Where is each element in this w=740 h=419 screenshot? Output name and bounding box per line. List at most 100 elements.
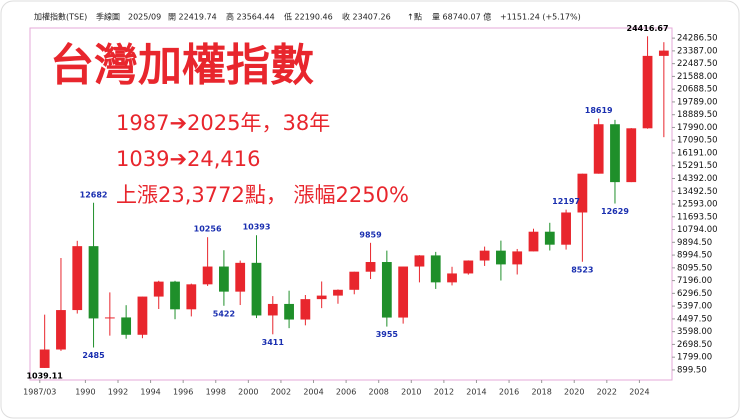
candle-body [463,260,474,274]
y-tick-label: 9894.50 [677,238,712,248]
candle-body [365,262,376,272]
candle-body [430,255,441,283]
candle-body [333,289,343,296]
candle-body [496,250,506,265]
x-tick-label: 1987/03 [23,388,56,397]
y-tick-label: 15291.50 [677,161,718,171]
candle-body [610,124,620,183]
x-tick-label: 2006 [336,388,356,397]
y-tick-label: 1799.00 [677,353,712,363]
y-tick-label: 17090.50 [677,136,718,146]
y-tick-label: 18889.50 [677,110,718,120]
header-close: 收 23407.26 [342,12,391,22]
y-tick-label: 2698.50 [677,340,712,350]
candle-body [544,231,555,245]
candle-body [104,317,115,319]
annotation: 8523 [571,265,593,274]
y-tick-label: 899.50 [677,365,707,375]
candle-body [414,255,425,267]
overlay-line: 上漲23,3772點， 漲幅2250% [116,183,409,207]
x-tick-label: 1996 [173,388,193,397]
annotation: 2485 [82,351,105,360]
annotation: 24416.67 [627,24,669,33]
x-tick-label: 2016 [499,388,519,397]
candle-body [398,266,409,318]
y-tick-label: 12593.00 [677,200,718,210]
x-tick-label: 2008 [369,388,389,397]
header-high: 高 23564.44 [226,12,275,22]
candle-body [593,124,604,174]
header-volume: 量 68740.07 億 [432,12,491,22]
y-tick-label: 4497.50 [677,314,712,324]
y-tick-label: 16191.00 [677,148,718,158]
y-tick-label: 8994.50 [677,251,712,261]
candle-body [202,266,213,285]
y-tick-label: 14392.00 [677,174,718,184]
candle-body [626,128,637,183]
candle-body [170,281,180,310]
candle-body [447,273,457,283]
candle-body [235,262,246,292]
x-tick-label: 2020 [564,388,584,397]
annotation: 10393 [243,223,271,232]
candle-body [284,303,294,320]
candle-body [561,212,571,245]
annotation: 12197 [552,197,580,206]
annotation: 3955 [376,330,399,339]
overlay-line: 1039➔24,416 [116,147,261,171]
y-tick-label: 11693.50 [677,212,718,222]
y-tick-label: 22487.50 [677,59,718,69]
x-tick-label: 1990 [75,388,95,397]
x-tick-label: 2024 [629,388,649,397]
y-tick-label: 23387.00 [677,46,718,56]
y-tick-label: 5397.00 [677,302,712,312]
annotation: 3411 [262,338,285,347]
candle-body [121,317,132,335]
candle-body [39,349,50,368]
y-tick-label: 24286.50 [677,34,718,44]
candle-body [658,50,669,56]
x-tick-label: 2012 [434,388,454,397]
x-tick-label: 1998 [206,388,226,397]
header-period: 季線圖 [96,12,120,22]
x-tick-label: 2018 [531,388,551,397]
y-tick-label: 20688.50 [677,85,718,95]
x-tick-label: 1994 [140,388,160,397]
x-tick-label: 1992 [108,388,128,397]
x-tick-label: 2002 [271,388,291,397]
annotation: 12682 [80,190,108,199]
y-tick-label: 19789.00 [677,97,718,107]
header-open: 開 22419.74 [168,13,217,22]
y-tick-label: 13492.50 [677,187,718,197]
candle-body [219,266,229,292]
candle-body [381,262,392,318]
candle-body [512,251,523,265]
y-tick-label: 17990.00 [677,123,718,133]
candle-body [56,310,66,350]
header-low: 低 22190.46 [284,12,333,22]
annotation: 18619 [585,106,613,115]
candle-body [479,250,490,261]
y-tick-label: 7196.00 [677,276,712,286]
candle-body [577,173,588,213]
annotation: 9859 [359,230,382,239]
x-tick-label: 2022 [597,388,617,397]
candle-body [316,295,327,300]
y-tick-label: 21588.00 [677,72,718,82]
annotation: 5422 [213,309,235,318]
candle-body [528,231,539,252]
candle-body [72,246,83,311]
candle-body [88,246,99,319]
y-tick-label: 6296.50 [677,289,712,299]
x-tick-label: 2000 [238,388,258,397]
overlay-line: 1987➔2025年，38年 [116,111,330,135]
annotation: 12629 [601,207,629,216]
y-tick-label: 8095.50 [677,263,712,273]
header-name: 加權指數(TSE) [34,12,87,22]
annotation: 1039.11 [26,371,63,380]
candle-body [300,299,311,320]
candle-body [251,262,262,316]
candle-body [186,284,197,310]
